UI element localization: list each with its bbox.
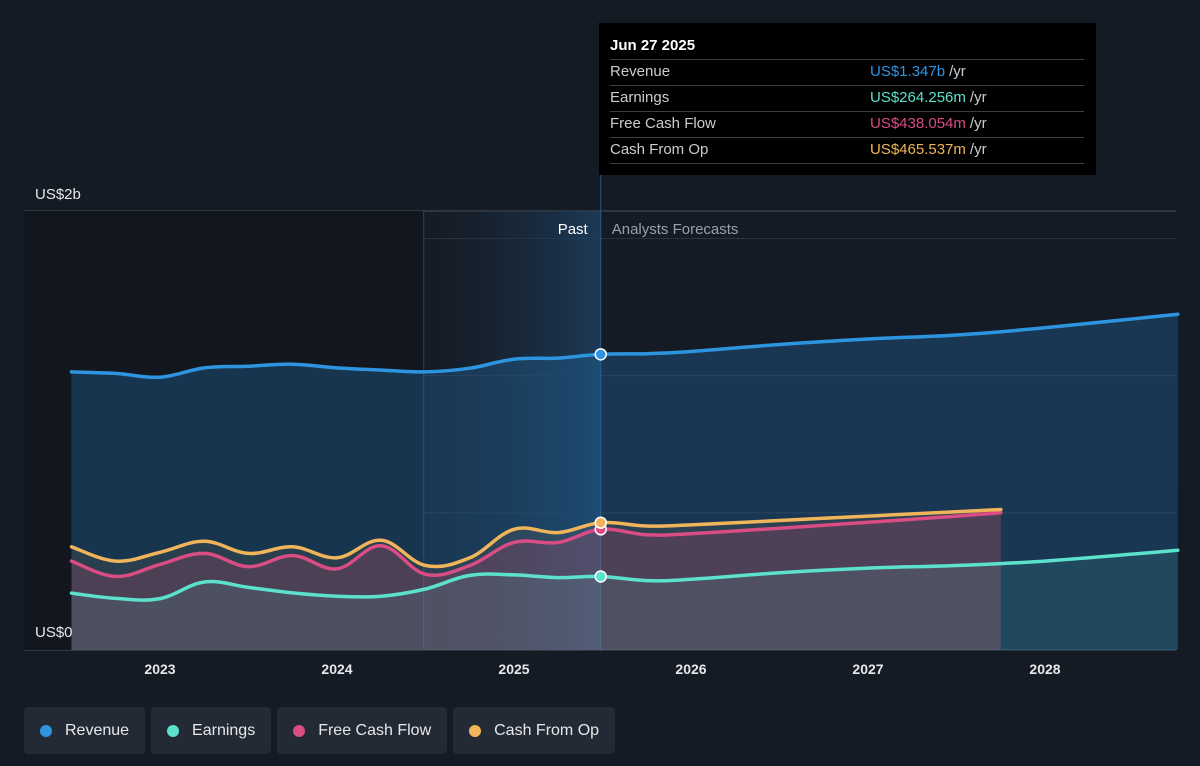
- cfo-point: [594, 516, 607, 529]
- tooltip-label: Cash From Op: [610, 141, 709, 158]
- y-axis-label-bottom: US$0: [35, 624, 73, 641]
- legend-item-revenue[interactable]: Revenue: [24, 707, 146, 754]
- tooltip-suffix: /yr: [949, 63, 966, 80]
- legend-label: Cash From Op: [494, 721, 600, 739]
- tooltip: Jun 27 2025 Revenue US$1.347b /yr Earnin…: [599, 23, 1096, 175]
- earnings-line: [69, 548, 1180, 602]
- tooltip-value: US$264.256m: [870, 89, 966, 106]
- fcf-dot-icon: [293, 724, 306, 737]
- earnings-area: [71, 550, 1178, 650]
- x-tick-label: 2028: [1029, 661, 1060, 677]
- forecast-label: Analysts Forecasts: [612, 221, 739, 238]
- tooltip-label: Free Cash Flow: [610, 115, 716, 132]
- x-tick-label: 2027: [852, 661, 883, 677]
- revenue-dot-icon: [40, 724, 52, 737]
- past-band-dark: [24, 211, 424, 650]
- tooltip-label: Revenue: [610, 63, 671, 80]
- tooltip-row-revenue: Revenue US$1.347b /yr: [610, 59, 1084, 85]
- legend-label: Earnings: [192, 721, 256, 739]
- tooltip-value: US$438.054m: [870, 115, 966, 132]
- tooltip-suffix: /yr: [969, 141, 987, 158]
- legend-item-fcf[interactable]: Free Cash Flow: [277, 707, 448, 754]
- tooltip-label: Earnings: [610, 89, 670, 106]
- cfo-line: [69, 507, 1003, 569]
- tooltip-suffix: /yr: [969, 89, 987, 106]
- tooltip-row-earnings: Earnings US$264.256m /yr: [610, 85, 1084, 111]
- y-axis-label-top: US$2b: [35, 186, 81, 203]
- fcf-area: [71, 512, 1001, 650]
- legend-label: Free Cash Flow: [318, 721, 432, 739]
- past-label: Past: [558, 221, 589, 238]
- revenue-point: [594, 348, 607, 361]
- tooltip-value: US$465.537m: [870, 141, 966, 158]
- x-tick-label: 2024: [321, 661, 352, 677]
- legend-item-earnings[interactable]: Earnings: [151, 707, 272, 754]
- fcf-line: [69, 511, 1003, 579]
- x-tick-label: 2025: [498, 661, 529, 677]
- cfo-dot-icon: [469, 724, 482, 737]
- legend-label: Revenue: [65, 721, 130, 739]
- chart: US$2b US$0 2023 2024 2025 2026 2027 2028 Past Ana…: [24, 175, 1180, 677]
- earnings-point: [594, 570, 607, 583]
- tooltip-date: Jun 27 2025: [610, 37, 696, 54]
- earnings-dot-icon: [167, 724, 180, 737]
- tooltip-value: US$1.347b: [870, 63, 946, 80]
- tooltip-row-cfo: Cash From Op US$465.537m /yr: [610, 137, 1084, 164]
- legend-item-cfo[interactable]: Cash From Op: [453, 707, 616, 754]
- tooltip-row-fcf: Free Cash Flow US$438.054m /yr: [610, 111, 1084, 137]
- tooltip-suffix: /yr: [969, 115, 987, 132]
- legend: Revenue Earnings Free Cash Flow Cash Fro…: [24, 707, 616, 754]
- cfo-area: [71, 509, 1001, 650]
- x-tick-label: 2026: [675, 661, 706, 677]
- revenue-line: [69, 312, 1180, 380]
- x-tick-label: 2023: [144, 661, 175, 677]
